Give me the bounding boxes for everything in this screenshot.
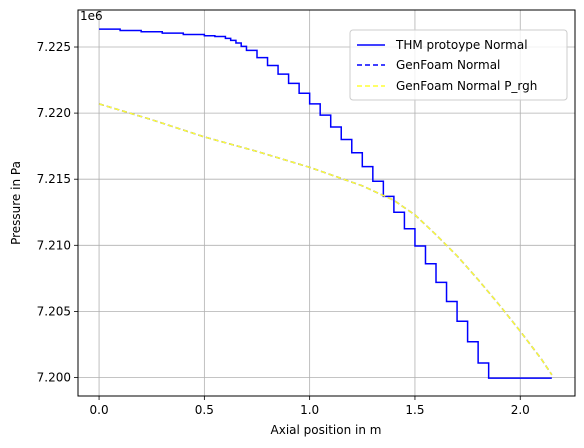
y-tick-label: 7.210 <box>37 238 71 252</box>
x-tick-label: 1.5 <box>405 403 424 417</box>
x-axis-label: Axial position in m <box>271 423 382 437</box>
series-lines <box>98 28 553 379</box>
y-tick-label: 7.215 <box>37 172 71 186</box>
y-axis-label: Pressure in Pa <box>9 161 23 245</box>
y-tick-label: 7.220 <box>37 106 71 120</box>
series-line-0 <box>99 28 552 379</box>
legend-label-genfoam: GenFoam Normal <box>396 58 500 72</box>
legend-box <box>349 29 568 101</box>
axis-ticks: 0.0 0.5 1.0 1.5 2.0 7.200 7.205 7.210 7.215 7.220… <box>37 40 530 417</box>
x-tick-label: 0.0 <box>90 403 109 417</box>
legend-label-genfoam-prgh: GenFoam Normal P_rgh <box>396 79 537 93</box>
legend: THM protoype Normal GenFoam Normal GenFo… <box>349 29 568 101</box>
series-line-2 <box>98 103 553 376</box>
plot-frame <box>77 9 576 397</box>
x-tick-label: 2.0 <box>511 403 530 417</box>
legend-label-thm: THM protoype Normal <box>395 38 528 52</box>
x-tick-label: 0.5 <box>195 403 214 417</box>
y-offset-label: 1e6 <box>80 9 103 23</box>
y-tick-label: 7.200 <box>37 370 71 384</box>
y-tick-label: 7.205 <box>37 304 71 318</box>
y-tick-label: 7.225 <box>37 40 71 54</box>
x-tick-label: 1.0 <box>300 403 319 417</box>
